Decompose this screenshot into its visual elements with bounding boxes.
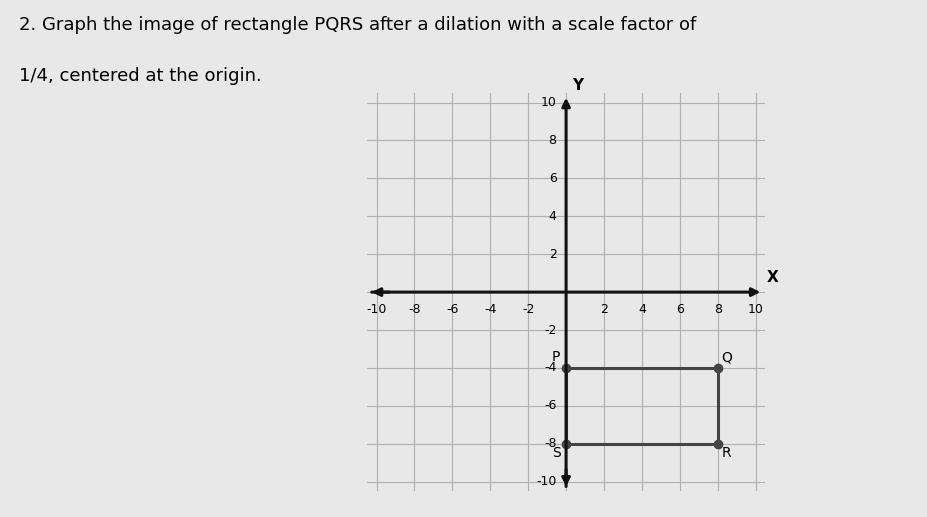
Text: -10: -10 xyxy=(536,475,556,488)
Text: -2: -2 xyxy=(543,324,556,337)
Text: 4: 4 xyxy=(637,303,645,316)
Text: -8: -8 xyxy=(543,437,556,450)
Text: Y: Y xyxy=(571,78,582,93)
Text: 1/4, centered at the origin.: 1/4, centered at the origin. xyxy=(19,67,261,85)
Text: 8: 8 xyxy=(713,303,721,316)
Text: -4: -4 xyxy=(543,361,556,374)
Text: -4: -4 xyxy=(484,303,496,316)
Text: S: S xyxy=(551,446,560,460)
Text: Q: Q xyxy=(721,350,731,364)
Text: 10: 10 xyxy=(540,96,556,109)
Text: 2: 2 xyxy=(548,248,556,261)
Text: -10: -10 xyxy=(366,303,387,316)
Text: 2. Graph the image of rectangle PQRS after a dilation with a scale factor of: 2. Graph the image of rectangle PQRS aft… xyxy=(19,16,695,34)
Text: 2: 2 xyxy=(600,303,607,316)
Text: 8: 8 xyxy=(548,134,556,147)
Text: 4: 4 xyxy=(548,210,556,223)
Text: -6: -6 xyxy=(543,399,556,413)
Text: 10: 10 xyxy=(747,303,763,316)
Text: -2: -2 xyxy=(521,303,534,316)
Text: R: R xyxy=(721,446,730,460)
Text: -6: -6 xyxy=(446,303,458,316)
Text: P: P xyxy=(552,350,560,364)
Text: 6: 6 xyxy=(548,172,556,185)
Text: 6: 6 xyxy=(675,303,683,316)
Text: -8: -8 xyxy=(408,303,420,316)
Text: X: X xyxy=(767,270,778,285)
